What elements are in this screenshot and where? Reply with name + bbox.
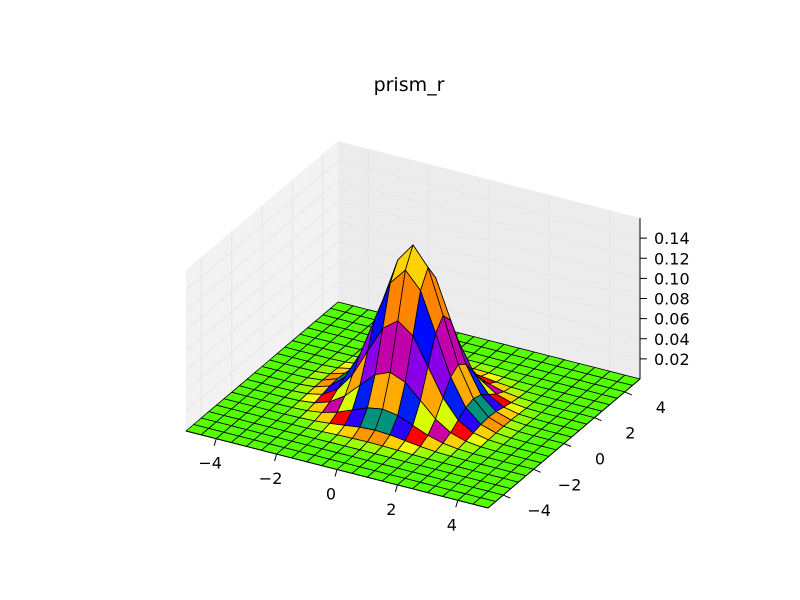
gridline-z bbox=[185, 160, 641, 291]
x-tick-mark bbox=[394, 484, 398, 493]
x-tick-mark bbox=[334, 469, 338, 477]
x-tick-label: −4 bbox=[198, 454, 222, 473]
y-tick-mark bbox=[503, 494, 511, 499]
y-tick-mark bbox=[533, 468, 541, 473]
y-tick-label: 2 bbox=[625, 424, 635, 443]
y-tick-label: −2 bbox=[558, 475, 582, 494]
y-tick-mark bbox=[624, 391, 632, 396]
z-tick-label: 0.06 bbox=[654, 310, 690, 329]
z-tick-label: 0.04 bbox=[654, 330, 690, 349]
chart-title: prism_r bbox=[374, 74, 445, 96]
gridline-z bbox=[185, 281, 641, 412]
gridline-z bbox=[185, 241, 641, 371]
x-tick-mark bbox=[213, 438, 217, 446]
z-tick-label: 0.14 bbox=[654, 229, 690, 248]
gridline-z bbox=[185, 200, 641, 331]
z-tick-label: 0.02 bbox=[654, 350, 690, 369]
gridline-z bbox=[185, 220, 641, 351]
x-tick-label: −2 bbox=[259, 469, 283, 488]
y-tick-mark bbox=[563, 443, 572, 447]
axes: −4 −2 0 2 4 −4 −2 0 2 4 0.020.040.060.08 0.100.120.… bbox=[185, 218, 690, 534]
z-tick-label: 0.08 bbox=[654, 290, 690, 309]
z-tick-label: 0.10 bbox=[654, 269, 690, 288]
gridline-z bbox=[185, 261, 641, 392]
y-tick-label: 0 bbox=[595, 450, 605, 469]
y-tick-label: 4 bbox=[656, 398, 666, 417]
x-tick-label: 2 bbox=[386, 500, 396, 519]
gridline-z bbox=[185, 180, 641, 311]
x-tick-mark bbox=[455, 500, 459, 508]
y-tick-label: −4 bbox=[527, 501, 551, 520]
x-tick-label: 0 bbox=[326, 485, 336, 504]
y-tick-mark bbox=[594, 417, 602, 422]
x-tick-mark bbox=[274, 453, 278, 462]
z-tick-label: 0.12 bbox=[654, 249, 690, 268]
x-tick-label: 4 bbox=[447, 515, 457, 534]
surface-mesh bbox=[185, 244, 641, 509]
